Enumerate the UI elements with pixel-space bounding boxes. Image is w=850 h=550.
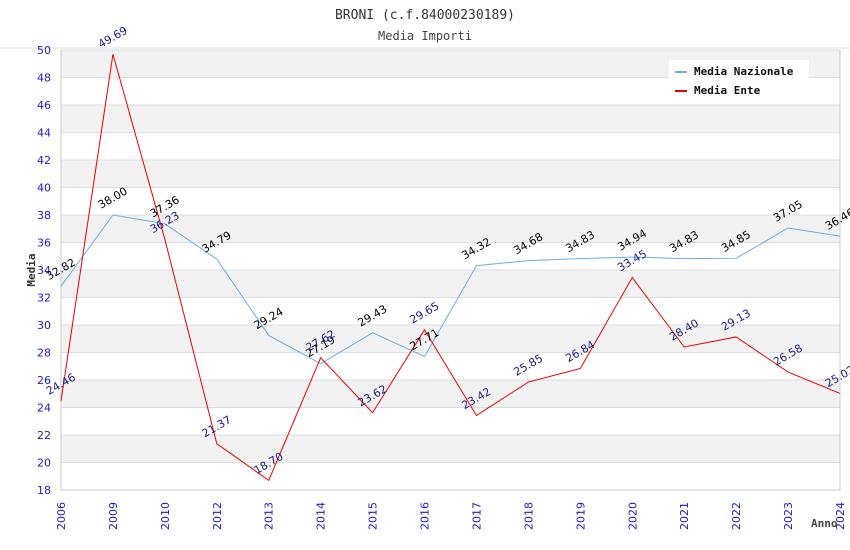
grid-band [61, 380, 840, 408]
y-tick-label: 46 [37, 99, 51, 112]
y-tick-label: 30 [37, 319, 51, 332]
grid-band [61, 407, 840, 435]
y-tick-label: 28 [37, 347, 51, 360]
legend-box [669, 60, 809, 100]
grid-band [61, 242, 840, 270]
y-tick-label: 36 [37, 237, 51, 250]
y-tick-label: 44 [37, 127, 51, 140]
grid-band [61, 215, 840, 243]
x-tick-label: 2009 [107, 502, 120, 530]
grid-band [61, 160, 840, 188]
x-tick-label: 2021 [678, 502, 691, 530]
y-tick-label: 34 [37, 264, 51, 277]
x-tick-label: 2019 [574, 502, 587, 530]
legend-label-media-nazionale: Media Nazionale [694, 65, 794, 78]
y-tick-label: 26 [37, 374, 51, 387]
legend: Media Nazionale Media Ente [669, 60, 809, 100]
grid-band [61, 435, 840, 463]
grid-band [61, 105, 840, 133]
y-tick-label: 40 [37, 182, 51, 195]
y-tick-label: 22 [37, 429, 51, 442]
data-label: 49.69 [96, 24, 130, 51]
grid-band [61, 187, 840, 215]
y-tick-label: 18 [37, 484, 51, 497]
background-bands [61, 50, 840, 490]
series-lines [60, 54, 841, 482]
x-tick-label: 2023 [782, 502, 795, 530]
x-tick-label: 2020 [626, 502, 639, 530]
x-tick-label: 2016 [419, 502, 432, 530]
y-tick-label: 20 [37, 457, 51, 470]
x-axis-label: Anno [811, 517, 838, 530]
x-tick-label: 2014 [315, 502, 328, 530]
grid-band [61, 132, 840, 160]
y-axis-label: Media [25, 253, 38, 286]
y-tick-label: 24 [37, 402, 51, 415]
grid-band [61, 352, 840, 380]
legend-label-media-ente: Media Ente [694, 84, 761, 97]
y-tick-label: 50 [37, 44, 51, 57]
grid-band [61, 325, 840, 353]
x-tick-label: 2012 [211, 502, 224, 530]
gridlines [60, 49, 841, 491]
y-tick-label: 38 [37, 209, 51, 222]
series-line-media-ente [60, 54, 841, 482]
y-tick-label: 48 [37, 72, 51, 85]
grid-band [61, 270, 840, 298]
x-tick-label: 2010 [159, 502, 172, 530]
x-tick-label: 2022 [730, 502, 743, 530]
x-tick-label: 2024 [834, 502, 847, 530]
y-tick-label: 42 [37, 154, 51, 167]
grid-band [61, 462, 840, 490]
series-line-media-nazionale [60, 214, 841, 365]
x-tick-label: 2013 [263, 502, 276, 530]
x-axis-ticks: 2006 2009 2010 2012 2013 2014 2015 2016 2017 2018… [55, 502, 847, 530]
chart-title: BRONI (c.f.84000230189) [335, 8, 515, 23]
y-axis-ticks: 18 20 22 24 26 28 30 32 34 36 38 40 42 44 46 48 50 [37, 44, 51, 497]
chart-subtitle: Media Importi [378, 29, 472, 43]
x-tick-label: 2017 [470, 502, 483, 530]
y-tick-label: 32 [37, 292, 51, 305]
x-tick-label: 2006 [55, 502, 68, 530]
x-tick-label: 2018 [522, 502, 535, 530]
x-tick-label: 2015 [367, 502, 380, 530]
